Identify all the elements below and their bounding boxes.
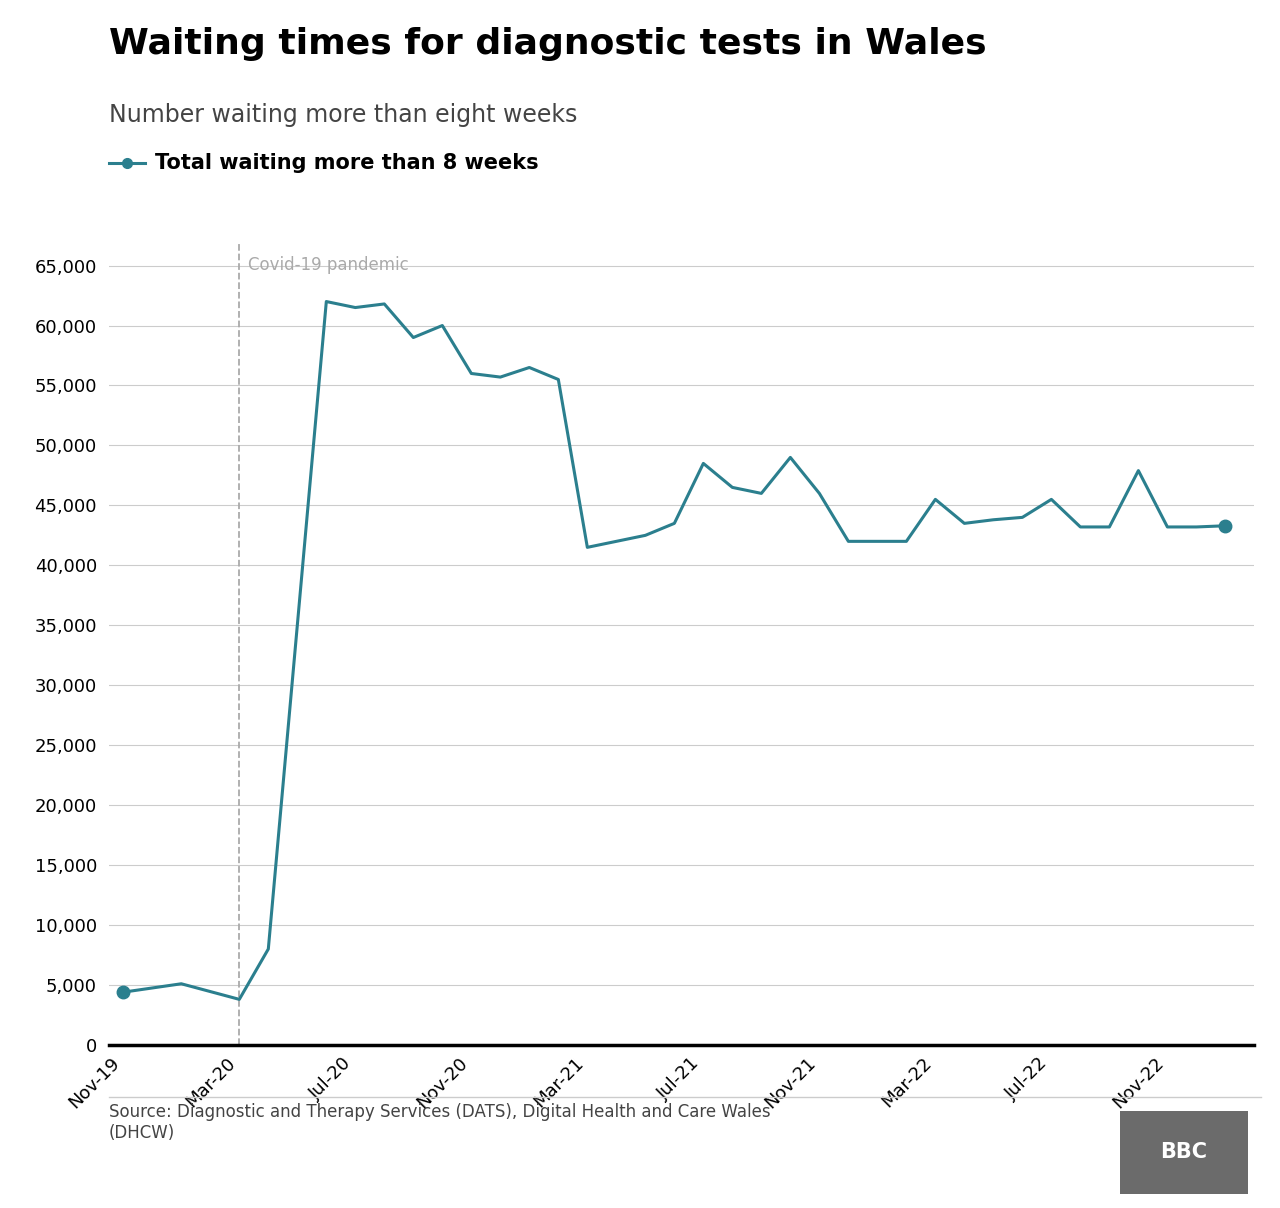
Text: Total waiting more than 8 weeks: Total waiting more than 8 weeks [155, 153, 539, 173]
Text: BBC: BBC [1161, 1143, 1207, 1162]
Text: Covid-19 pandemic: Covid-19 pandemic [248, 256, 408, 274]
Text: Source: Diagnostic and Therapy Services (DATS), Digital Health and Care Wales
(D: Source: Diagnostic and Therapy Services … [109, 1103, 771, 1142]
Text: Number waiting more than eight weeks: Number waiting more than eight weeks [109, 103, 577, 127]
Text: Waiting times for diagnostic tests in Wales: Waiting times for diagnostic tests in Wa… [109, 27, 987, 60]
